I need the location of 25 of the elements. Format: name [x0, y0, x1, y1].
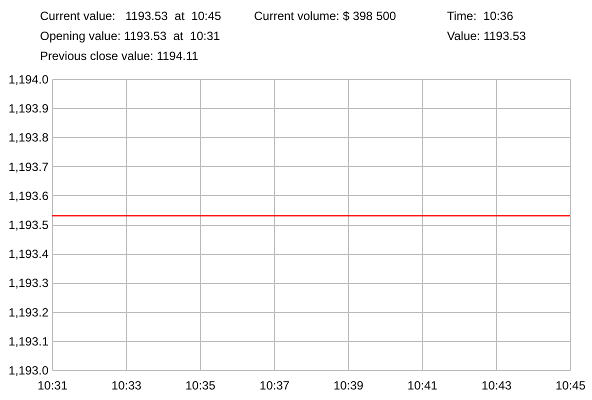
- text: Value: 1193.53: [447, 29, 526, 43]
- text: Current value: 1193.53 at 10:45: [40, 9, 222, 23]
- x-tick-label: 10:35: [185, 378, 216, 392]
- x-tick-label: 10:31: [37, 378, 68, 392]
- y-tick-label: 1,193.4: [8, 247, 49, 262]
- y-tick-label: 1,193.6: [8, 188, 49, 203]
- text: Current volume: $ 398 500: [254, 9, 396, 23]
- x-tick-label: 10:41: [407, 378, 438, 392]
- text: Previous close value: 1194.11: [40, 49, 198, 63]
- y-tick-label: 1,193.1: [8, 334, 49, 348]
- x-tick-label: 10:39: [333, 378, 364, 392]
- text: Opening value: 1193.53 at 10:31: [40, 29, 220, 43]
- y-tick-label: 1,193.7: [8, 160, 49, 174]
- x-tick-label: 10:33: [111, 378, 142, 392]
- y-tick-label: 1,193.0: [8, 364, 49, 378]
- x-tick-label: 10:37: [260, 378, 290, 392]
- y-tick-label: 1,193.3: [8, 276, 49, 290]
- y-tick-label: 1,194.0: [8, 72, 49, 86]
- text: Time: 10:36: [447, 9, 514, 23]
- y-tick-label: 1,193.8: [8, 130, 49, 145]
- x-tick-label: 10:43: [482, 378, 512, 392]
- x-tick-label: 10:45: [555, 378, 586, 392]
- y-tick-label: 1,193.2: [8, 305, 49, 320]
- y-tick-label: 1,193.9: [8, 102, 49, 116]
- y-tick-label: 1,193.5: [8, 218, 49, 232]
